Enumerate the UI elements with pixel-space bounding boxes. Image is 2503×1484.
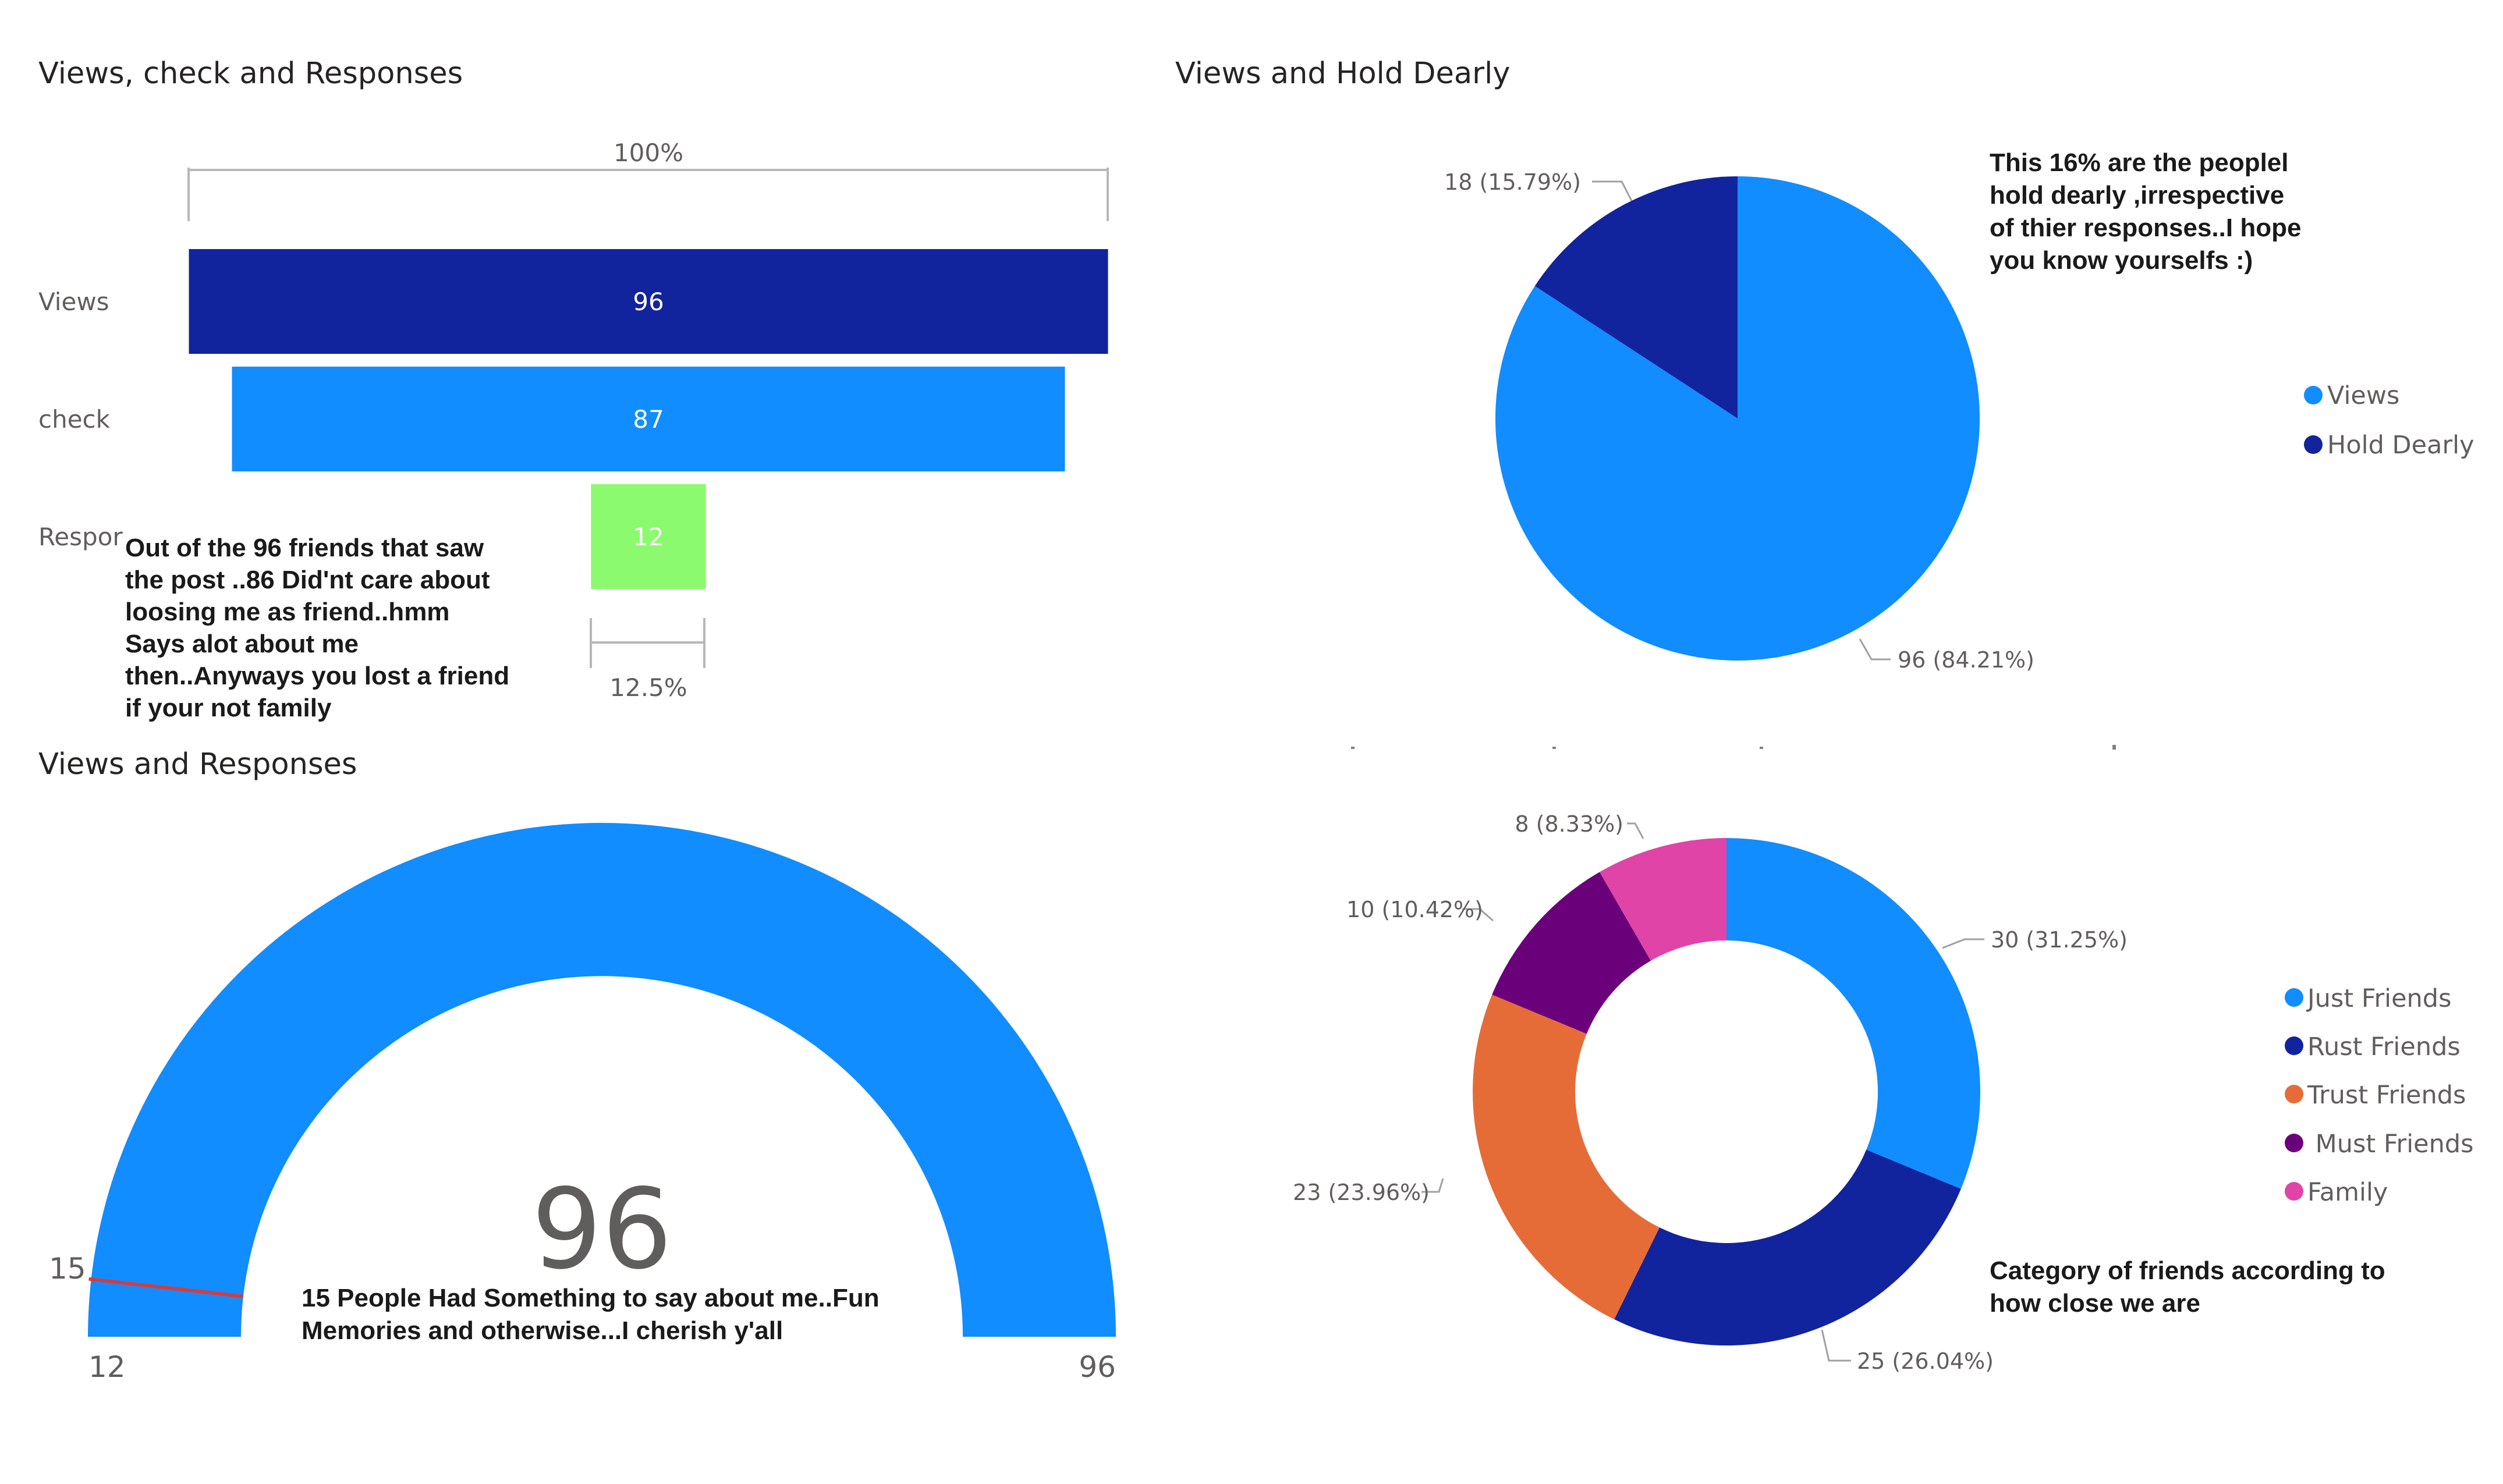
pie-legend-marker-hold-dearly bbox=[2304, 435, 2323, 454]
donut-title-remnant bbox=[1351, 745, 2116, 750]
pie-legend-marker-views bbox=[2304, 386, 2323, 404]
donut-visual: 30 (31.25%) 25 (26.04%) 23 (23.96%) 10 (… bbox=[1293, 745, 2474, 1374]
gauge-target-label: 15 bbox=[49, 1252, 86, 1286]
donut-slices bbox=[1473, 838, 1980, 1346]
donut-data-label-just-friends: 30 (31.25%) bbox=[1991, 927, 2128, 953]
pie-slices bbox=[1495, 176, 1980, 661]
pie-leader-line-hold-dearly bbox=[1592, 180, 1633, 201]
donut-leader-family bbox=[1627, 822, 1644, 839]
funnel-bottom-percent: 12.5% bbox=[609, 673, 687, 702]
donut-leader-rust-friends bbox=[1821, 1329, 1851, 1362]
donut-leader-must-friends bbox=[1462, 908, 1494, 922]
donut-data-label-trust-friends: 23 (23.96%) bbox=[1293, 1180, 1430, 1205]
pie-legend: Views Hold Dearly bbox=[2304, 381, 2474, 460]
pie-title: Views and Hold Dearly bbox=[1175, 56, 1511, 91]
donut-slice-rust-friends bbox=[1614, 1149, 1961, 1346]
donut-slice-trust-friends bbox=[1473, 995, 1660, 1320]
donut-leader-just-friends bbox=[1942, 938, 1984, 949]
pie-data-label-views: 96 (84.21%) bbox=[1898, 647, 2034, 673]
gauge-max-label: 96 bbox=[1079, 1350, 1116, 1384]
donut-slice-family bbox=[1600, 838, 1726, 961]
gauge-min-label: 12 bbox=[88, 1350, 126, 1384]
donut-legend-marker-just-friends bbox=[2285, 988, 2303, 1007]
donut-legend-marker-must-friends bbox=[2285, 1134, 2303, 1152]
funnel-bars: 96 Views 87 check 12 Respor bbox=[38, 249, 1108, 589]
donut-data-label-rust-friends: 25 (26.04%) bbox=[1857, 1348, 1994, 1374]
funnel-category-label-check: check bbox=[38, 405, 111, 434]
funnel-bar-respor bbox=[591, 484, 706, 589]
funnel-value-label-views: 96 bbox=[633, 287, 664, 316]
gauge-target-line bbox=[88, 1277, 244, 1298]
pie-data-label-hold-dearly: 18 (15.79%) bbox=[1444, 169, 1581, 195]
funnel-note: Out of the 96 friends that saw the post … bbox=[125, 534, 516, 722]
donut-note: Category of friends according to how clo… bbox=[1990, 1256, 2392, 1318]
funnel-bottom-bracket bbox=[590, 618, 705, 668]
funnel-value-label-check: 87 bbox=[633, 405, 664, 434]
donut-legend-trust-friends: Trust Friends bbox=[2307, 1081, 2466, 1110]
gauge-fill bbox=[88, 823, 1116, 1337]
donut-legend-just-friends: Just Friends bbox=[2306, 984, 2452, 1013]
gauge-value: 96 bbox=[531, 1165, 672, 1294]
pie-visual: Views and Hold Dearly 18 (15.79%) 96 (84… bbox=[1175, 56, 2474, 673]
donut-leader-trust-friends bbox=[1421, 1178, 1444, 1193]
donut-data-label-must-friends: 10 (10.42%) bbox=[1346, 897, 1483, 922]
donut-legend-rust-friends: Rust Friends bbox=[2307, 1032, 2461, 1061]
donut-legend-marker-family bbox=[2285, 1182, 2303, 1201]
donut-slice-must-friends bbox=[1492, 872, 1651, 1034]
pie-slice-views bbox=[1495, 176, 1980, 661]
funnel-category-label-views: Views bbox=[38, 287, 109, 316]
funnel-category-label-respor: Respor bbox=[38, 523, 123, 551]
pie-legend-views: Views bbox=[2327, 381, 2399, 410]
gauge-note: 15 People Had Something to say about me.… bbox=[302, 1284, 887, 1345]
donut-legend-marker-trust-friends bbox=[2285, 1085, 2303, 1103]
funnel-value-label-respor: 12 bbox=[633, 523, 664, 551]
pie-legend-hold-dearly: Hold Dearly bbox=[2327, 431, 2474, 460]
gauge-visual: Views and Responses 96 15 12 96 15 Peopl… bbox=[38, 747, 1116, 1384]
donut-legend-marker-rust-friends bbox=[2285, 1036, 2303, 1055]
funnel-title: Views, check and Responses bbox=[38, 56, 463, 91]
donut-legend-must-friends: Must Friends bbox=[2307, 1130, 2474, 1159]
funnel-top-percent: 100% bbox=[614, 139, 683, 167]
funnel-top-bracket bbox=[187, 168, 1109, 221]
donut-data-label-family: 8 (8.33%) bbox=[1515, 811, 1623, 837]
funnel-bar-views bbox=[189, 249, 1108, 354]
funnel-visual: Views, check and Responses 100% 96 Views 8… bbox=[38, 56, 1109, 722]
pie-note: This 16% are the peoplel hold dearly ,ir… bbox=[1990, 148, 2309, 275]
donut-legend-family: Family bbox=[2307, 1178, 2388, 1207]
pie-slice-hold-dearly bbox=[1534, 176, 1738, 418]
pie-leader-line-views bbox=[1859, 638, 1891, 661]
donut-slice-just-friends bbox=[1726, 838, 1980, 1189]
funnel-bar-check bbox=[232, 367, 1065, 471]
gauge-title: Views and Responses bbox=[38, 747, 357, 782]
donut-legend: Just Friends Rust Friends Trust Friends … bbox=[2285, 984, 2474, 1207]
